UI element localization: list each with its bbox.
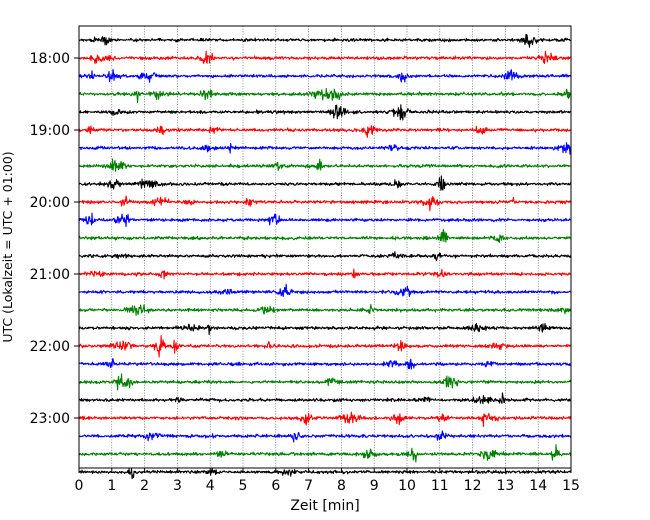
x-tick-label: 8 — [337, 478, 346, 494]
y-tick-label: 23:00 — [30, 411, 70, 427]
x-axis-label: Zeit [min] — [290, 498, 359, 514]
trace-line — [78, 87, 572, 103]
y-axis-ticks: 18:00 19:00 20:00 21:00 22:00 23:00 — [30, 51, 79, 427]
trace-line — [78, 195, 572, 212]
trace-line — [78, 358, 572, 370]
y-tick-label: 18:00 — [30, 51, 70, 67]
trace-line — [78, 373, 572, 391]
x-tick-label: 0 — [75, 478, 84, 494]
trace-line — [78, 212, 572, 228]
x-tick-label: 7 — [304, 478, 313, 494]
x-tick-label: 14 — [529, 478, 547, 494]
x-tick-label: 2 — [140, 478, 149, 494]
trace-line — [78, 125, 572, 138]
y-tick-label: 21:00 — [30, 267, 70, 283]
x-tick-label: 15 — [562, 478, 580, 494]
trace-line — [78, 283, 572, 297]
y-tick-label: 22:00 — [30, 339, 70, 355]
trace-line — [78, 69, 572, 83]
trace-line — [78, 228, 572, 243]
trace-line — [78, 175, 572, 191]
x-tick-label: 11 — [431, 478, 449, 494]
trace-line — [78, 104, 572, 121]
x-tick-label: 5 — [239, 478, 248, 494]
y-tick-label: 19:00 — [30, 123, 70, 139]
plot-frame — [78, 25, 572, 469]
x-tick-label: 1 — [107, 478, 116, 494]
trace-line — [78, 142, 572, 155]
trace-line — [78, 303, 572, 316]
trace-line — [78, 158, 572, 172]
trace-line — [78, 33, 572, 48]
x-tick-label: 9 — [370, 478, 379, 494]
x-tick-label: 13 — [496, 478, 514, 494]
y-tick-label: 20:00 — [30, 195, 70, 211]
trace-line — [78, 335, 572, 358]
trace-line — [78, 322, 572, 336]
trace-line — [78, 251, 572, 262]
x-tick-label: 3 — [173, 478, 182, 494]
trace-line — [78, 268, 572, 280]
traces-layer — [78, 33, 572, 480]
trace-line — [78, 392, 572, 405]
trace-line — [78, 444, 572, 463]
trace-line — [78, 411, 572, 428]
x-tick-label: 6 — [271, 478, 280, 494]
trace-line — [78, 467, 572, 480]
grid-layer — [111, 26, 539, 468]
x-tick-label: 4 — [206, 478, 215, 494]
x-axis-ticks: 0 1 2 3 4 5 6 7 8 9 10 11 12 13 14 15 — [75, 468, 580, 494]
trace-line — [78, 430, 572, 443]
y-axis-label: UTC (Lokalzeit = UTC + 01:00) — [0, 151, 15, 342]
x-tick-label: 10 — [398, 478, 416, 494]
x-tick-label: 12 — [464, 478, 482, 494]
trace-line — [78, 50, 572, 65]
